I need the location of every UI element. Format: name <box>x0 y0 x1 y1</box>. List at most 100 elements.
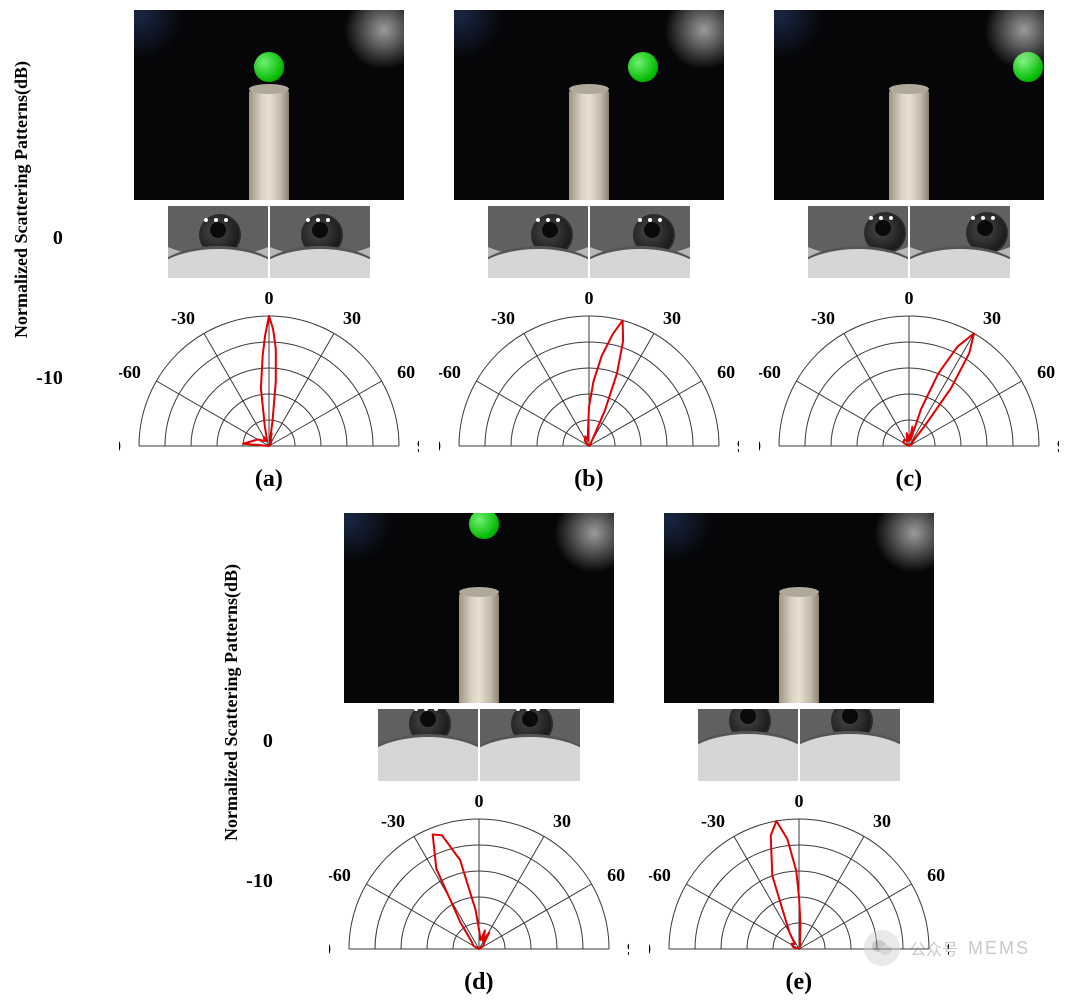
scene-a <box>134 10 404 200</box>
polar-chart-a: -90 -60 -30 0 30 60 90 <box>119 284 419 464</box>
chat-bubble-icon <box>870 936 894 960</box>
flare <box>664 10 724 70</box>
svg-text:30: 30 <box>343 308 361 328</box>
flare <box>554 513 614 573</box>
svg-text:30: 30 <box>873 811 891 831</box>
polar-wrap-c: -90 -60 -30 0 30 60 90 (c) <box>759 284 1059 493</box>
svg-text:90: 90 <box>737 436 739 456</box>
svg-text:60: 60 <box>607 865 625 885</box>
y-axis-label: Normalized Scattering Patterns(dB) <box>11 61 32 338</box>
svg-text:-60: -60 <box>439 362 461 382</box>
svg-text:-60: -60 <box>649 865 671 885</box>
eye-right <box>270 206 370 278</box>
svg-text:60: 60 <box>717 362 735 382</box>
flare <box>344 10 404 70</box>
eye-right <box>800 709 900 781</box>
y-axis-group-1: Normalized Scattering Patterns(dB) 0 -10 <box>11 10 105 388</box>
y-axis-ticks: 0 -10 <box>246 731 273 891</box>
watermark-text-1: 公众号 <box>910 936 958 960</box>
svg-text:-30: -30 <box>491 308 515 328</box>
svg-text:30: 30 <box>553 811 571 831</box>
eye-right <box>480 709 580 781</box>
glow <box>454 10 504 60</box>
polar-wrap-b: -90 -60 -30 0 30 60 90 (b) <box>439 284 739 493</box>
eye-left <box>808 206 908 278</box>
svg-text:30: 30 <box>663 308 681 328</box>
svg-text:60: 60 <box>1037 362 1055 382</box>
svg-text:60: 60 <box>927 865 945 885</box>
glow <box>344 513 394 563</box>
eye-right <box>590 206 690 278</box>
scene-d <box>344 513 614 703</box>
glow <box>774 10 824 60</box>
polar-wrap-a: -90 -60 -30 0 30 60 90 (a) <box>119 284 419 493</box>
cylinder-icon <box>779 593 819 703</box>
polar-chart-b: -90 -60 -30 0 30 60 90 <box>439 284 739 464</box>
flare <box>984 10 1044 70</box>
panel-label-b: (b) <box>574 466 603 493</box>
eyes-d <box>378 709 580 781</box>
scene-c <box>774 10 1044 200</box>
glow <box>134 10 184 60</box>
glow <box>664 513 714 563</box>
svg-text:-90: -90 <box>649 939 651 959</box>
panel-label-e: (e) <box>786 969 813 996</box>
svg-text:-30: -30 <box>171 308 195 328</box>
svg-text:90: 90 <box>627 939 629 959</box>
eye-left <box>488 206 588 278</box>
svg-text:30: 30 <box>983 308 1001 328</box>
svg-text:60: 60 <box>397 362 415 382</box>
svg-text:-60: -60 <box>759 362 781 382</box>
eyes-c <box>808 206 1010 278</box>
eyes-a <box>168 206 370 278</box>
cylinder-icon <box>249 90 289 200</box>
panel-b: -90 -60 -30 0 30 60 90 (b) <box>439 10 739 493</box>
wechat-icon <box>864 930 900 966</box>
panel-label-d: (d) <box>464 969 493 996</box>
row-1: Normalized Scattering Patterns(dB) 0 -10… <box>10 10 1070 493</box>
y-tick-max: 0 <box>36 228 63 248</box>
svg-text:0: 0 <box>904 288 913 308</box>
eyes-b <box>488 206 690 278</box>
svg-text:-90: -90 <box>119 436 121 456</box>
svg-text:-30: -30 <box>381 811 405 831</box>
panel-c: -90 -60 -30 0 30 60 90 (c) <box>759 10 1059 493</box>
y-axis-label: Normalized Scattering Patterns(dB) <box>221 564 242 841</box>
svg-text:-60: -60 <box>119 362 141 382</box>
svg-text:0: 0 <box>584 288 593 308</box>
panel-label-c: (c) <box>896 466 923 493</box>
panel-d: -90 -60 -30 0 30 60 90 (d) <box>329 513 629 996</box>
y-axis-group-2: Normalized Scattering Patterns(dB) 0 -10 <box>221 513 315 891</box>
y-tick-max: 0 <box>246 731 273 751</box>
y-tick-min: -10 <box>36 368 63 388</box>
svg-text:0: 0 <box>474 791 483 811</box>
y-tick-min: -10 <box>246 871 273 891</box>
svg-text:-90: -90 <box>759 436 761 456</box>
svg-text:90: 90 <box>417 436 419 456</box>
svg-text:0: 0 <box>794 791 803 811</box>
svg-text:-30: -30 <box>811 308 835 328</box>
watermark: 公众号 MEMS <box>864 930 1030 966</box>
polar-chart-c: -90 -60 -30 0 30 60 90 <box>759 284 1059 464</box>
scene-b <box>454 10 724 200</box>
panel-e: -90-60-300306090 (e) <box>649 513 949 996</box>
svg-text:90: 90 <box>1057 436 1059 456</box>
svg-text:-90: -90 <box>329 939 331 959</box>
eyes-e <box>698 709 900 781</box>
svg-text:-60: -60 <box>329 865 351 885</box>
eye-left <box>168 206 268 278</box>
eye-right <box>910 206 1010 278</box>
cylinder-icon <box>459 593 499 703</box>
svg-text:0: 0 <box>264 288 273 308</box>
panel-a: -90 -60 -30 0 30 60 90 (a) <box>119 10 419 493</box>
target-dot <box>254 52 284 82</box>
flare <box>874 513 934 573</box>
eye-left <box>378 709 478 781</box>
figure-grid: Normalized Scattering Patterns(dB) 0 -10… <box>10 10 1070 996</box>
y-axis-ticks: 0 -10 <box>36 228 63 388</box>
panel-label-a: (a) <box>255 466 283 493</box>
polar-chart-d: -90 -60 -30 0 30 60 90 <box>329 787 629 967</box>
scene-e <box>664 513 934 703</box>
svg-text:-90: -90 <box>439 436 441 456</box>
watermark-text-2: MEMS <box>968 938 1030 959</box>
